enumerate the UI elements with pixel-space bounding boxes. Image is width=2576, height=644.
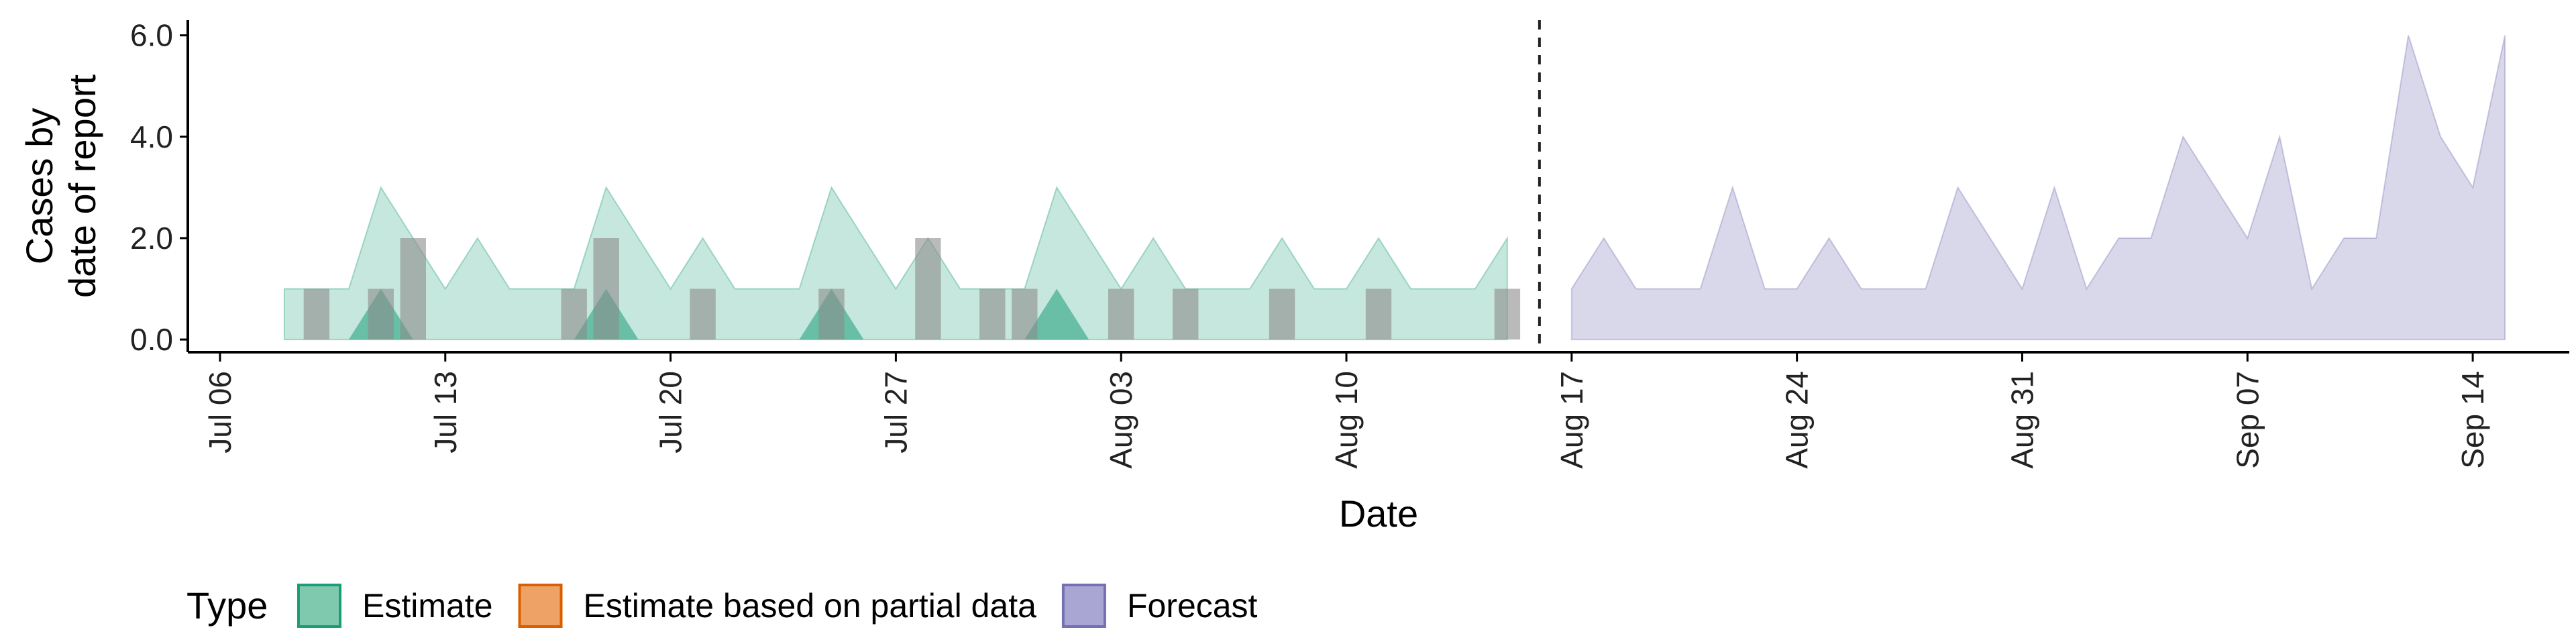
reported-case-bar-13 [1365, 288, 1392, 340]
y-axis-title-line-1: Cases by [18, 108, 60, 264]
reported-case-bar-12 [1269, 288, 1295, 340]
y-tick-label: 6.0 [130, 18, 173, 53]
legend-swatch-2 [1061, 584, 1106, 628]
reported-case-bar-14 [1494, 288, 1521, 340]
reported-case-bar-2 [400, 238, 426, 340]
estimate-band [283, 186, 1508, 341]
y-axis-title-line-2: date of report [61, 74, 103, 299]
x-tick-label: Aug 17 [1554, 371, 1589, 469]
reported-case-bar-5 [690, 288, 716, 340]
x-tick-label: Aug 03 [1104, 371, 1138, 469]
x-tick-label: Jul 20 [653, 371, 688, 453]
y-tick-label: 4.0 [130, 119, 173, 154]
legend-swatch-1 [518, 584, 563, 628]
x-tick-label: Jul 13 [428, 371, 463, 453]
plot-area [283, 20, 2506, 352]
reported-case-bar-8 [979, 288, 1006, 340]
x-tick-label: Sep 14 [2455, 371, 2490, 469]
reported-case-bar-4 [593, 238, 619, 340]
reported-case-bar-7 [915, 238, 941, 340]
reported-case-bar-10 [1108, 288, 1134, 340]
x-tick-label: Sep 07 [2230, 371, 2265, 469]
x-tick-label: Jul 27 [878, 371, 913, 453]
y-tick-label: 0.0 [130, 322, 173, 357]
reported-case-bar-11 [1173, 288, 1199, 340]
reported-case-bar-3 [561, 288, 587, 340]
estimate-peak-3 [1024, 288, 1089, 340]
reported-case-bar-1 [368, 288, 394, 340]
x-tick-label: Aug 31 [2004, 371, 2039, 469]
reported-case-bar-0 [303, 288, 330, 340]
x-tick-label: Aug 24 [1780, 371, 1815, 469]
legend: Type Estimate Estimate based on partial da… [186, 584, 1258, 628]
legend-label-1: Estimate based on partial data [584, 587, 1037, 625]
legend-swatch-0 [297, 584, 341, 628]
y-tick-label: 2.0 [130, 221, 173, 256]
x-axis-title: Date [1339, 492, 1418, 535]
x-tick-label: Jul 06 [203, 371, 237, 453]
reported-case-bar-6 [818, 288, 845, 340]
axes: 0.0 2.0 4.0 6.0 Jul 06 Jul 13 Jul 20 Jul 27 Aug … [18, 18, 2569, 535]
forecast-band [1570, 35, 2506, 341]
x-tick-label: Aug 10 [1329, 371, 1364, 469]
legend-label-2: Forecast [1127, 587, 1258, 625]
reported-case-bar-9 [1012, 288, 1038, 340]
legend-label-0: Estimate [362, 587, 493, 625]
legend-title: Type [186, 584, 268, 627]
